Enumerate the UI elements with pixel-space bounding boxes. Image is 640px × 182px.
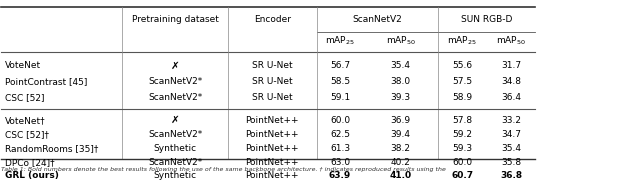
Text: ScanNetV2: ScanNetV2 [353, 15, 402, 24]
Text: Encoder: Encoder [253, 15, 291, 24]
Text: CSC [52]: CSC [52] [4, 93, 44, 102]
Text: Synthetic: Synthetic [154, 171, 196, 180]
Text: 56.7: 56.7 [330, 61, 350, 70]
Text: 60.0: 60.0 [452, 158, 472, 167]
Text: 58.9: 58.9 [452, 93, 472, 102]
Text: 35.4: 35.4 [390, 61, 411, 70]
Text: PointNet++: PointNet++ [246, 158, 299, 167]
Text: 62.5: 62.5 [330, 130, 350, 139]
Text: ✗: ✗ [171, 115, 179, 125]
Text: ScanNetV2*: ScanNetV2* [148, 130, 202, 139]
Text: PointContrast [45]: PointContrast [45] [4, 77, 87, 86]
Text: ScanNetV2*: ScanNetV2* [148, 93, 202, 102]
Text: CSC [52]†: CSC [52]† [4, 130, 49, 139]
Text: 36.9: 36.9 [390, 116, 411, 125]
Text: 58.5: 58.5 [330, 77, 350, 86]
Text: VoteNet†: VoteNet† [4, 116, 45, 125]
Text: PointNet++: PointNet++ [246, 144, 299, 153]
Text: 60.7: 60.7 [451, 171, 474, 180]
Text: 35.8: 35.8 [501, 158, 521, 167]
Text: VoteNet: VoteNet [4, 61, 41, 70]
Text: ✗: ✗ [171, 61, 179, 71]
Text: mAP$_{50}$: mAP$_{50}$ [385, 35, 415, 47]
Text: PointNet++: PointNet++ [246, 130, 299, 139]
Text: 63.9: 63.9 [329, 171, 351, 180]
Text: PointNet++: PointNet++ [246, 171, 299, 180]
Text: 34.7: 34.7 [501, 130, 521, 139]
Text: 33.2: 33.2 [501, 116, 521, 125]
Text: 63.0: 63.0 [330, 158, 350, 167]
Text: 57.5: 57.5 [452, 77, 472, 86]
Text: mAP$_{25}$: mAP$_{25}$ [447, 35, 477, 47]
Text: 39.3: 39.3 [390, 93, 411, 102]
Text: mAP$_{50}$: mAP$_{50}$ [496, 35, 526, 47]
Text: 38.2: 38.2 [390, 144, 411, 153]
Text: ScanNetV2*: ScanNetV2* [148, 158, 202, 167]
Text: 57.8: 57.8 [452, 116, 472, 125]
Text: RandomRooms [35]†: RandomRooms [35]† [4, 144, 98, 153]
Text: 59.1: 59.1 [330, 93, 350, 102]
Text: 39.4: 39.4 [390, 130, 411, 139]
Text: PointNet++: PointNet++ [246, 116, 299, 125]
Text: mAP$_{25}$: mAP$_{25}$ [325, 35, 355, 47]
Text: SR U-Net: SR U-Net [252, 93, 292, 102]
Text: 59.3: 59.3 [452, 144, 472, 153]
Text: 38.0: 38.0 [390, 77, 411, 86]
Text: 60.0: 60.0 [330, 116, 350, 125]
Text: 31.7: 31.7 [501, 61, 521, 70]
Text: Synthetic: Synthetic [154, 144, 196, 153]
Text: 36.4: 36.4 [501, 93, 521, 102]
Text: 34.8: 34.8 [501, 77, 521, 86]
Text: Table 1: Bold numbers denote the best results following the use of the same back: Table 1: Bold numbers denote the best re… [1, 167, 446, 172]
Text: DPCo [24]†: DPCo [24]† [4, 158, 54, 167]
Text: GRL (ours): GRL (ours) [4, 171, 58, 180]
Text: 41.0: 41.0 [390, 171, 412, 180]
Text: 36.8: 36.8 [500, 171, 522, 180]
Text: 40.2: 40.2 [390, 158, 410, 167]
Text: 61.3: 61.3 [330, 144, 350, 153]
Text: ScanNetV2*: ScanNetV2* [148, 77, 202, 86]
Text: SR U-Net: SR U-Net [252, 61, 292, 70]
Text: SR U-Net: SR U-Net [252, 77, 292, 86]
Text: Pretraining dataset: Pretraining dataset [132, 15, 218, 24]
Text: 55.6: 55.6 [452, 61, 472, 70]
Text: 35.4: 35.4 [501, 144, 521, 153]
Text: 59.2: 59.2 [452, 130, 472, 139]
Text: SUN RGB-D: SUN RGB-D [461, 15, 513, 24]
